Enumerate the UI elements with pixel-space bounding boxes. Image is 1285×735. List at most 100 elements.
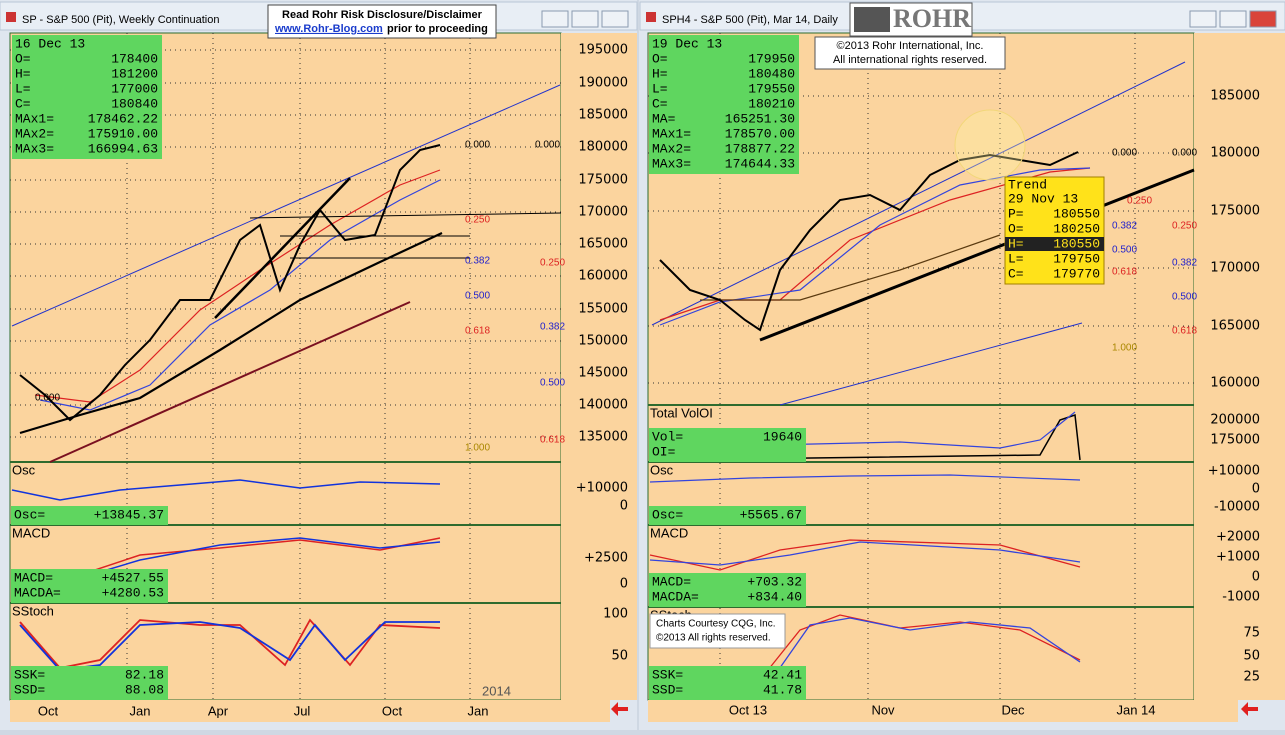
- info-value: +13845.37: [94, 507, 164, 522]
- window-min-button[interactable]: [541, 10, 569, 28]
- fib-label: 0.250: [465, 215, 490, 226]
- panel-label: MACD: [12, 525, 50, 540]
- sstoch: [19, 618, 441, 669]
- moving-average: [39, 179, 441, 411]
- info-value: 179550: [748, 81, 795, 96]
- moving-average: [700, 234, 1001, 301]
- info-value: 88.08: [125, 682, 164, 697]
- x-tick-label: Oct: [382, 703, 403, 718]
- y-tick-label: 175000: [578, 173, 628, 188]
- info-box: [649, 428, 806, 462]
- right-scroll-arrow[interactable]: [1241, 702, 1258, 716]
- fib-label: 0.500: [465, 291, 490, 302]
- fib-label: 0.382: [1172, 258, 1197, 269]
- oi-line: [769, 411, 1076, 449]
- y-tick-label: 185000: [578, 108, 628, 123]
- info-value: 179950: [748, 51, 795, 66]
- info-value: 82.18: [125, 667, 164, 682]
- disclaimer-text: Read Rohr Risk Disclosure/Disclaimer: [282, 9, 483, 21]
- info-box: [11, 569, 168, 603]
- window-max-button[interactable]: [1219, 10, 1247, 28]
- y-tick-label: 160000: [578, 269, 628, 284]
- y-tick-label: +10000: [1208, 464, 1260, 479]
- left-axis-bg: [561, 33, 637, 700]
- trend-title: Trend: [1008, 177, 1047, 192]
- price-bars: [19, 144, 441, 422]
- info-label: MACDA=: [14, 585, 61, 600]
- fib-label: 0.500: [1112, 245, 1137, 256]
- window-min-button[interactable]: [1189, 10, 1217, 28]
- channel-line: [779, 322, 1083, 406]
- info-value: 180480: [748, 66, 795, 81]
- info-label: L=: [15, 81, 31, 96]
- info-label: MAx1=: [652, 126, 691, 141]
- disclaimer-link[interactable]: www.Rohr-Blog.com: [274, 23, 383, 35]
- y-tick-label: 100: [603, 607, 628, 622]
- fib-label: 0.382: [540, 322, 565, 333]
- dashed-support: [249, 212, 562, 219]
- trend-line: [214, 177, 351, 319]
- courtesy-box: [649, 613, 786, 649]
- info-box: [649, 573, 806, 607]
- y-tick-label: 180000: [1210, 146, 1260, 161]
- panel-label: MACD: [650, 525, 688, 540]
- fib-label: 0.618: [465, 326, 490, 337]
- left-scroll-arrow[interactable]: [611, 702, 628, 716]
- oscillator: [649, 474, 1081, 483]
- info-value: +5565.67: [740, 507, 802, 522]
- info-value: 175910.00: [88, 126, 158, 141]
- y-tick-label: 180000: [578, 140, 628, 155]
- x-tick-label: Jan: [468, 703, 489, 718]
- moving-average: [659, 167, 1091, 326]
- info-label: MA=: [652, 111, 676, 126]
- y-tick-label: 75: [1243, 626, 1260, 641]
- window-close-button[interactable]: [1249, 10, 1277, 28]
- info-value: 174644.33: [725, 156, 795, 171]
- info-value: 180840: [111, 96, 158, 111]
- macd-avg: [649, 541, 1081, 566]
- trend-value: 180550: [1053, 236, 1100, 251]
- x-tick-label: Jan: [130, 703, 151, 718]
- info-value: 165251.30: [725, 111, 795, 126]
- trend-value: 180250: [1053, 221, 1100, 236]
- y-tick-label: -10000: [1214, 500, 1260, 515]
- x-tick-label: Jan 14: [1116, 702, 1155, 717]
- left-x-axis-bg: [10, 700, 610, 722]
- info-label: O=: [15, 51, 31, 66]
- app-icon: [646, 12, 656, 22]
- trend-label: O=: [1008, 221, 1024, 236]
- info-value: 178400: [111, 51, 158, 66]
- info-value: +834.40: [747, 589, 802, 604]
- fib-label: 0.250: [540, 258, 565, 269]
- y-tick-label: 200000: [1210, 413, 1260, 428]
- regression-line: [49, 301, 411, 463]
- copyright-box: [814, 36, 1006, 70]
- info-value: 178570.00: [725, 126, 795, 141]
- info-value: 166994.63: [88, 141, 158, 156]
- cursor-highlight: [954, 109, 1026, 181]
- fib-label: 0.000: [35, 393, 60, 404]
- trend-label: P=: [1008, 206, 1024, 221]
- y-tick-label: +10000: [576, 481, 628, 496]
- window-max-button[interactable]: [571, 10, 599, 28]
- window-close-button[interactable]: [601, 10, 629, 28]
- fib-label: 0.000: [465, 140, 490, 151]
- moving-average: [19, 232, 443, 435]
- y-tick-label: 170000: [578, 205, 628, 220]
- info-box: [11, 506, 168, 525]
- app-icon: [6, 12, 16, 22]
- fib-label: 0.618: [1172, 326, 1197, 337]
- panel-label: Osc: [650, 462, 674, 477]
- info-label: MAx3=: [652, 156, 691, 171]
- fib-label: 0.000: [1112, 148, 1137, 159]
- y-tick-label: 165000: [578, 237, 628, 252]
- y-tick-label: 155000: [578, 302, 628, 317]
- info-label: MAx3=: [15, 141, 54, 156]
- channel-line: [11, 84, 561, 327]
- y-tick-label: 0: [620, 577, 628, 592]
- info-label: Osc=: [14, 507, 45, 522]
- y-tick-label: 150000: [578, 334, 628, 349]
- x-tick-label: Dec: [1001, 702, 1025, 717]
- info-label: SSD=: [652, 682, 683, 697]
